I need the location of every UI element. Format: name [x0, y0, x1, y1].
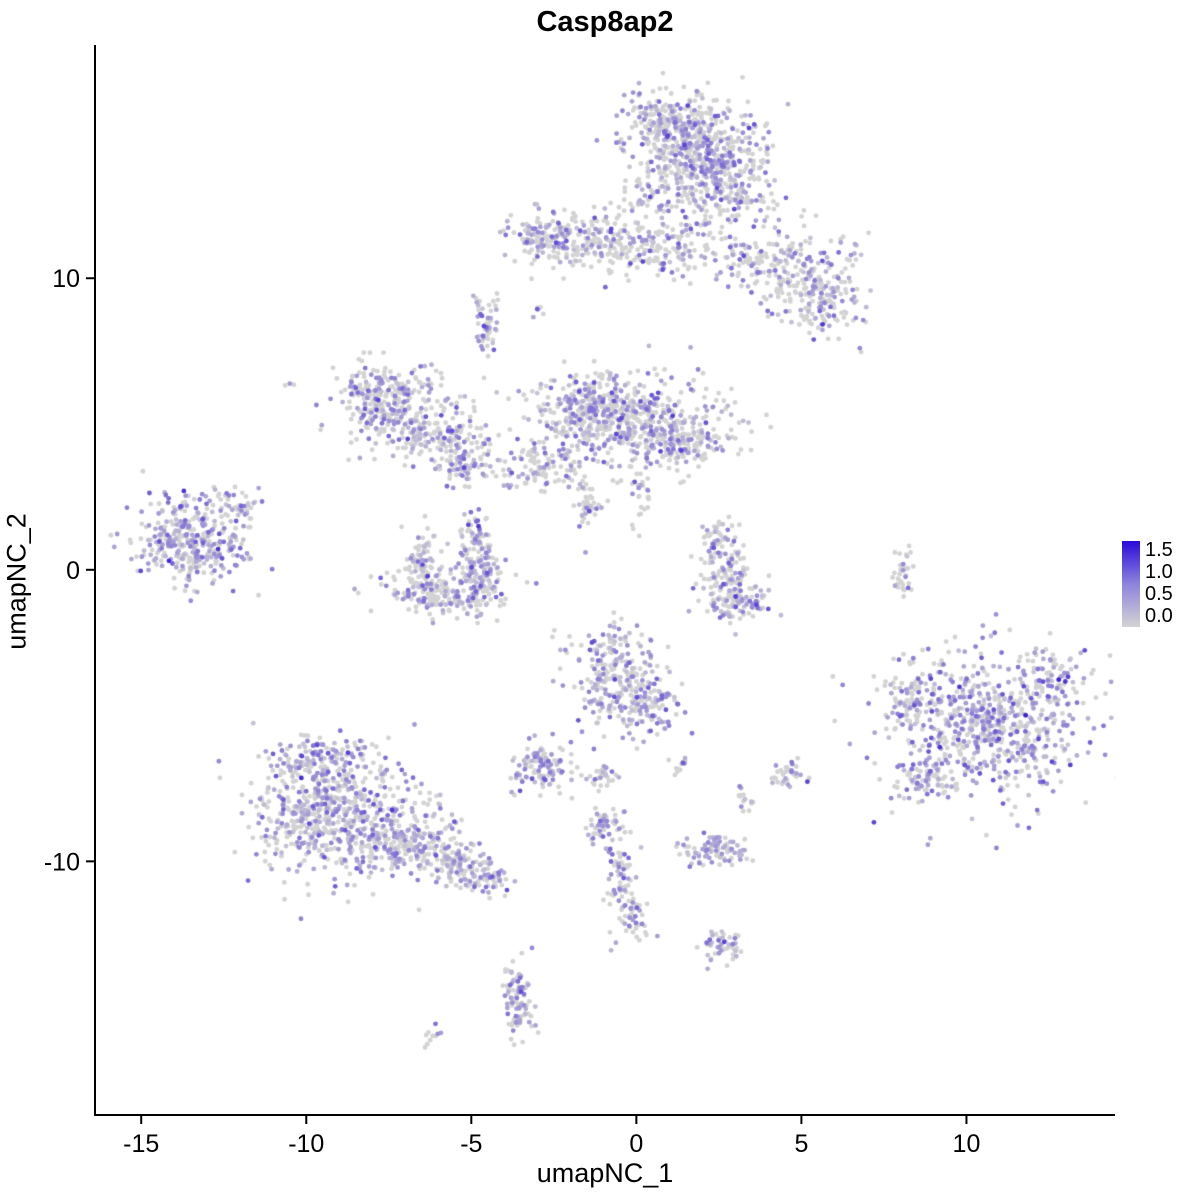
y-tick-label: 0: [66, 557, 80, 585]
y-axis-ticks: -10 0 10: [44, 265, 94, 876]
y-axis-label: umapNC_2: [1, 513, 32, 650]
x-tick-label: -15: [123, 1130, 159, 1158]
expression-legend: 1.5 1.0 0.5 0.0: [1122, 539, 1173, 627]
x-tick-label: 5: [794, 1130, 808, 1158]
x-tick-label: -5: [460, 1130, 482, 1158]
x-tick-label: 0: [629, 1130, 643, 1158]
legend-tick-label: 0.0: [1145, 605, 1173, 627]
legend-tick-labels: 1.5 1.0 0.5 0.0: [1145, 539, 1173, 627]
x-tick-label: 10: [953, 1130, 981, 1158]
x-tick-label: -10: [288, 1130, 324, 1158]
legend-tick-label: 1.0: [1145, 561, 1173, 583]
x-axis-ticks: -15 -10 -5 0 5 10: [123, 1116, 980, 1158]
y-tick-label: -10: [44, 848, 80, 876]
legend-tick-label: 1.5: [1145, 539, 1173, 561]
y-tick-label: 10: [52, 265, 80, 293]
x-axis-label: umapNC_1: [536, 1158, 674, 1188]
legend-tick-label: 0.5: [1145, 583, 1173, 605]
legend-gradient-bar: [1122, 541, 1140, 627]
chart-title: Casp8ap2: [536, 6, 674, 38]
